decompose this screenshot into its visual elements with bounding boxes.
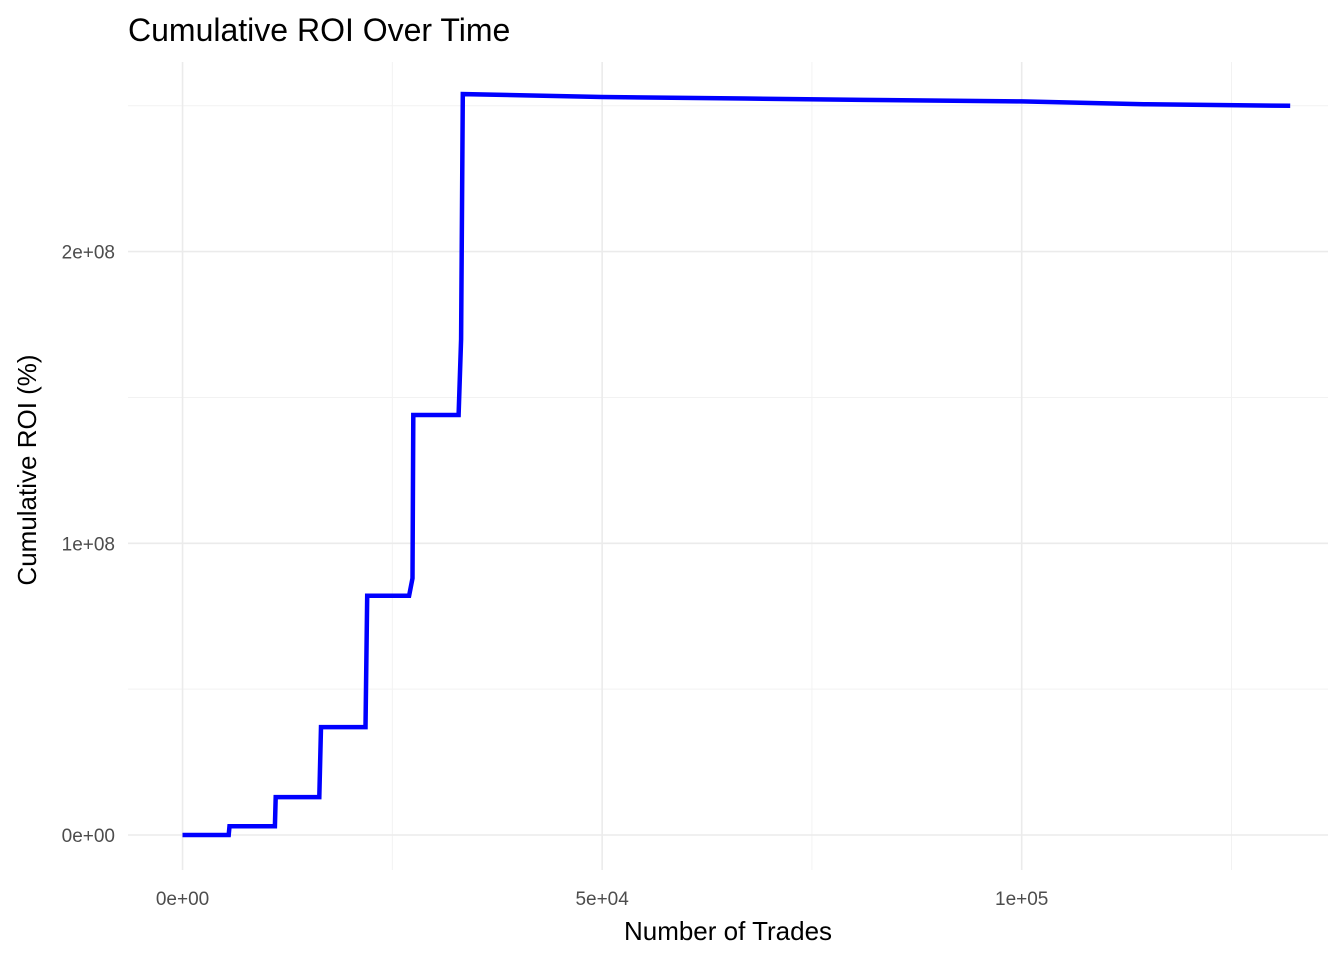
y-tick-label: 2e+08 — [62, 243, 115, 264]
y-tick-label: 0e+00 — [62, 826, 115, 847]
x-tick-label: 5e+04 — [575, 889, 629, 910]
y-tick-label: 1e+08 — [62, 534, 115, 555]
x-axis-title: Number of Trades — [624, 916, 832, 946]
y-axis-title: Cumulative ROI (%) — [12, 354, 42, 585]
x-tick-label: 0e+00 — [156, 889, 209, 910]
grid-layer — [128, 62, 1328, 870]
series-layer — [182, 91, 1291, 838]
roi-series-line — [182, 91, 1291, 838]
tick-labels: 0e+00 5e+04 1e+05 0e+00 1e+08 2e+08 — [62, 243, 1049, 910]
chart-title: Cumulative ROI Over Time — [128, 12, 510, 48]
x-tick-label: 1e+05 — [995, 889, 1048, 910]
